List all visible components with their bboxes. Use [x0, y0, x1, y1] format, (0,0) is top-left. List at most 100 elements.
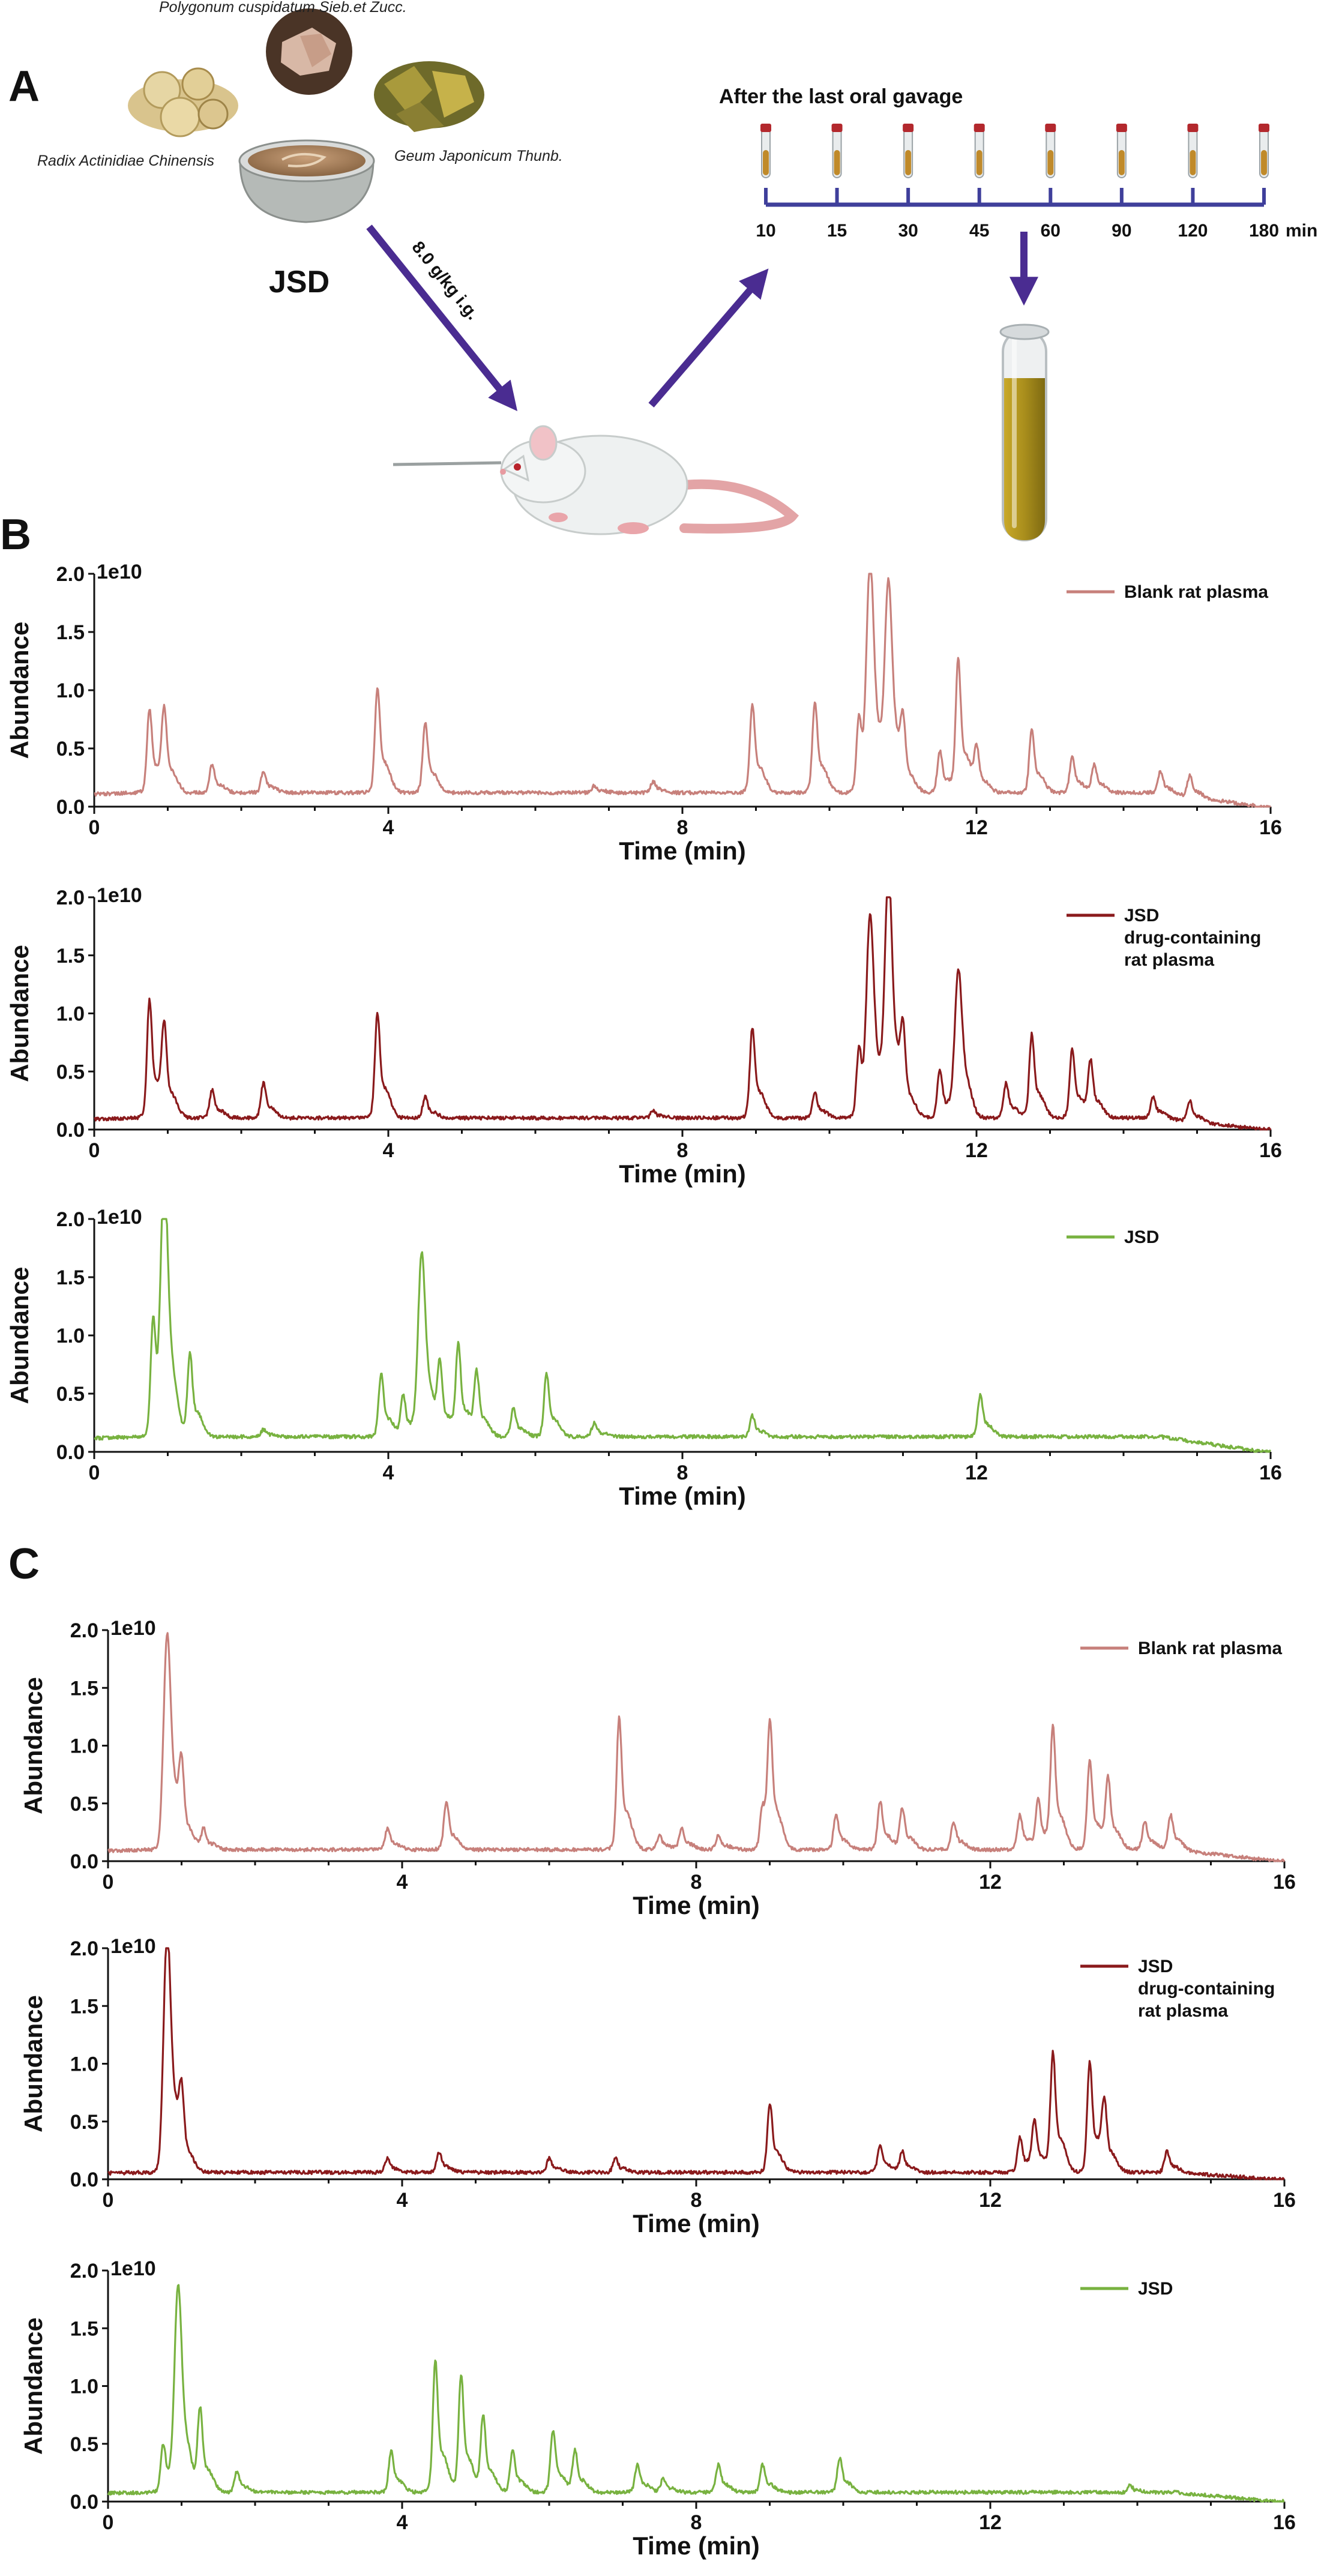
radix-actinidiae-herb-illustration [128, 67, 238, 137]
timeline-label: 120 [1178, 221, 1208, 241]
chromatogram-trace [94, 896, 1272, 1131]
x-axis-title: Time (min) [619, 1160, 746, 1188]
x-tick-label: 12 [965, 1461, 988, 1484]
y-multiplier-label: 1e10 [97, 561, 142, 583]
chromatogram-trace [107, 1632, 1286, 1862]
polygonum-label: Polygonum cuspidatum Sieb.et Zucc. [159, 0, 407, 16]
timeline-label: 15 [827, 221, 847, 241]
x-tick-label: 4 [397, 2189, 408, 2212]
chromatogram-trace [107, 1947, 1285, 2180]
y-multiplier-label: 1e10 [110, 1935, 156, 1958]
chromatogram-panel-b-2: 0.0 0.5 1.0 1.5 2.0 0 4 8 12 16 1e10 Time (min) Abun… [5, 1206, 1282, 1510]
y-axis-title: Abundance [5, 945, 34, 1082]
y-axis-title: Abundance [5, 1267, 34, 1404]
y-tick-label: 1.0 [70, 2053, 98, 2076]
blood-tube-cap-icon [1259, 124, 1269, 132]
y-tick-label: 2.0 [56, 563, 85, 586]
timeline-title: After the last oral gavage [719, 85, 963, 108]
x-tick-label: 16 [1259, 816, 1282, 839]
y-multiplier-label: 1e10 [97, 1206, 142, 1229]
y-tick-label: 0.5 [70, 2433, 98, 2456]
blood-tube-cap-icon [903, 124, 914, 132]
y-tick-label: 1.0 [70, 2376, 98, 2398]
x-tick-label: 0 [89, 1139, 100, 1162]
y-tick-label: 1.5 [70, 1677, 98, 1700]
y-tick-label: 2.0 [56, 886, 85, 909]
x-tick-label: 4 [383, 1139, 394, 1162]
chromatogram-trace [94, 1218, 1271, 1453]
y-multiplier-label: 1e10 [110, 2257, 156, 2280]
blood-tube-cap-icon [973, 124, 985, 132]
x-tick-label: 4 [397, 2511, 408, 2534]
sampling-arrow [648, 268, 769, 408]
legend-label: rat plasma [1124, 950, 1214, 970]
blood-tube-fill [1261, 150, 1267, 175]
y-tick-label: 1.5 [56, 1266, 85, 1289]
y-axis-title: Abundance [5, 622, 34, 759]
legend-label: drug-containing [1138, 1979, 1275, 1999]
y-tick-label: 0.5 [56, 1383, 85, 1406]
y-tick-label: 1.0 [56, 1325, 85, 1347]
x-tick-label: 4 [383, 816, 394, 839]
x-axis-title: Time (min) [633, 1891, 760, 1919]
y-tick-label: 1.5 [56, 621, 85, 644]
geum-label: Geum Japonicum Thunb. [394, 148, 563, 164]
x-tick-label: 8 [691, 1871, 702, 1894]
x-tick-label: 8 [691, 2511, 702, 2534]
x-axis-title: Time (min) [619, 837, 746, 865]
timeline-ticks: 10 15 30 45 60 90 120 180 [756, 124, 1279, 241]
x-tick-label: 0 [103, 2189, 114, 2212]
dose-arrow [366, 224, 518, 411]
y-tick-label: 0.5 [70, 1793, 98, 1816]
legend-label: rat plasma [1138, 2001, 1228, 2021]
chromatogram-panel-c-5: 0.0 0.5 1.0 1.5 2.0 0 4 8 12 16 1e10 Time (min) Abun… [19, 2257, 1296, 2560]
y-tick-label: 2.0 [70, 1937, 98, 1960]
y-tick-label: 1.5 [70, 2317, 98, 2340]
legend-label: JSD [1124, 1227, 1159, 1247]
x-tick-label: 0 [89, 816, 100, 839]
y-tick-label: 0.0 [70, 2168, 98, 2191]
timeline-label: 90 [1112, 221, 1131, 241]
y-axis-title: Abundance [19, 2317, 47, 2455]
y-tick-label: 0.0 [70, 2491, 98, 2514]
y-tick-label: 0.5 [56, 1061, 85, 1083]
x-axis-title: Time (min) [619, 1482, 746, 1510]
x-tick-label: 12 [965, 816, 988, 839]
x-tick-label: 8 [677, 1139, 688, 1162]
chromatogram-panel-c-3: 0.0 0.5 1.0 1.5 2.0 0 4 8 12 16 1e10 Time (min) Abun… [19, 1617, 1296, 1919]
x-tick-label: 12 [979, 2511, 1002, 2534]
blood-tube-fill [905, 150, 912, 175]
chromatogram-panel-b-0: 0.0 0.5 1.0 1.5 2.0 0 4 8 12 16 1e10 Time (min) Abun… [5, 561, 1282, 865]
y-tick-label: 0.0 [56, 1441, 85, 1464]
x-tick-label: 0 [103, 2511, 114, 2534]
y-multiplier-label: 1e10 [110, 1617, 156, 1640]
blood-tube-fill [763, 150, 769, 175]
blood-tube-fill [1047, 150, 1054, 175]
y-tick-label: 0.5 [70, 2111, 98, 2134]
x-tick-label: 12 [979, 1871, 1002, 1894]
y-multiplier-label: 1e10 [97, 884, 142, 907]
legend-label: JSD [1138, 1957, 1173, 1976]
x-tick-label: 8 [677, 1461, 688, 1484]
y-tick-label: 1.0 [56, 1003, 85, 1026]
y-tick-label: 0.0 [56, 1119, 85, 1142]
blood-tube-cap-icon [1187, 124, 1199, 132]
rat-illustration [393, 425, 799, 535]
x-tick-label: 16 [1259, 1139, 1282, 1162]
timeline-label: 45 [969, 221, 989, 241]
x-tick-label: 12 [965, 1139, 988, 1162]
y-tick-label: 2.0 [70, 1619, 98, 1642]
y-tick-label: 1.0 [70, 1735, 98, 1758]
legend-label: drug-containing [1124, 928, 1261, 948]
chromatogram-trace [94, 573, 1271, 808]
blood-tube-cap-icon [1045, 124, 1056, 132]
blood-tube-cap-icon [760, 124, 771, 132]
y-tick-label: 0.0 [56, 796, 85, 819]
blood-tube-fill [976, 150, 982, 175]
panel-c-letter: C [8, 1540, 40, 1588]
x-tick-label: 16 [1259, 1461, 1282, 1484]
legend-label: JSD [1124, 906, 1159, 925]
y-tick-label: 2.0 [56, 1208, 85, 1231]
x-tick-label: 8 [691, 2189, 702, 2212]
radix-actinidiae-label: Radix Actinidiae Chinensis [37, 152, 214, 169]
